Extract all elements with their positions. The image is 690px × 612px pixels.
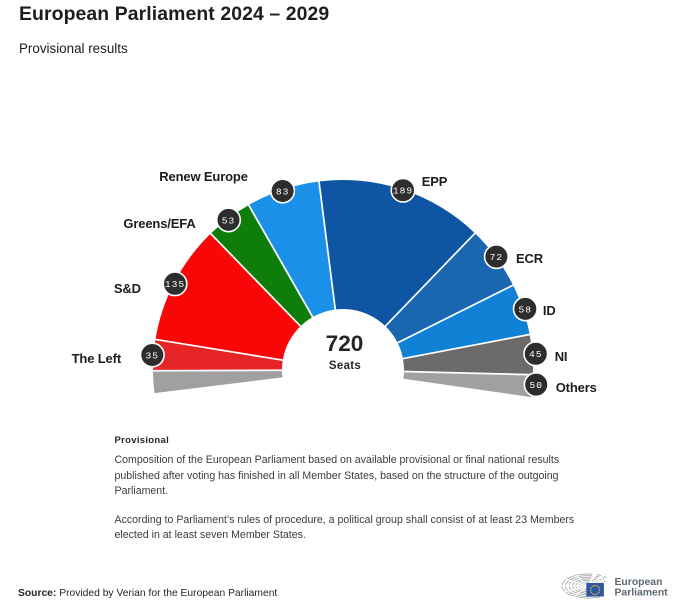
svg-text:35: 35 (146, 350, 160, 361)
svg-text:45: 45 (529, 349, 543, 360)
svg-text:135: 135 (165, 279, 185, 290)
svg-text:European: European (615, 577, 663, 588)
svg-text:Parliament: Parliament (615, 587, 669, 598)
svg-text:50: 50 (529, 380, 543, 391)
svg-text:58: 58 (519, 304, 533, 315)
svg-text:72: 72 (490, 252, 504, 263)
svg-text:189: 189 (393, 186, 413, 197)
svg-text:83: 83 (276, 186, 290, 197)
svg-text:53: 53 (222, 215, 236, 226)
